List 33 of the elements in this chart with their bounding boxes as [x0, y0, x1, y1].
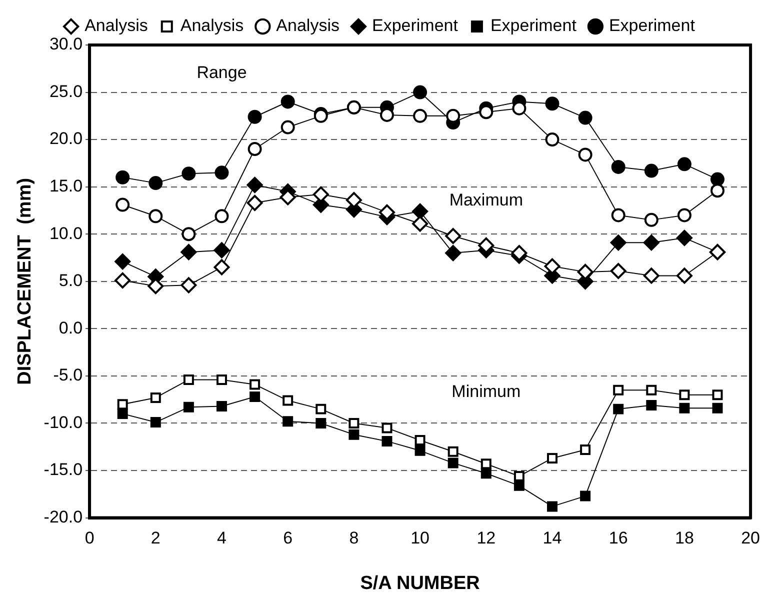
y-axis-title: DISPLACEMENT (mm): [14, 178, 36, 385]
y-tick-label: -20.0: [44, 507, 83, 526]
y-tick-label: 5.0: [58, 271, 83, 290]
annotation: Range: [196, 63, 247, 82]
y-tick-label: 30.0: [49, 34, 83, 54]
annotation: Minimum: [452, 382, 521, 402]
x-tick-label: 10: [410, 528, 430, 548]
y-tick-label: 20.0: [49, 129, 83, 148]
legend-label: Analysis: [84, 16, 148, 36]
x-tick-label: 16: [608, 528, 628, 548]
y-tick-label: -15.0: [44, 460, 83, 480]
legend-label: Experiment: [372, 16, 458, 36]
x-tick-label: 18: [674, 528, 694, 548]
legend-label: Analysis: [180, 16, 244, 36]
x-tick-label: 2: [150, 528, 160, 548]
x-tick-label: 20: [741, 528, 760, 548]
x-tick-label: 12: [476, 528, 496, 548]
y-tick-label: -10.0: [44, 412, 83, 432]
legend-label: Experiment: [490, 16, 577, 36]
x-tick-label: 8: [349, 528, 359, 548]
x-tick-label: 14: [542, 528, 562, 548]
legend-label: Experiment: [608, 16, 696, 36]
x-tick-label: 0: [84, 528, 94, 548]
legend-label: Analysis: [276, 16, 340, 36]
y-tick-label: 10.0: [49, 224, 83, 243]
y-tick-label: 25.0: [49, 82, 83, 101]
y-tick-label: 15.0: [49, 176, 83, 196]
y-tick-label: 0.0: [58, 318, 83, 338]
y-tick-label: -5.0: [53, 366, 83, 385]
x-axis-title: S/A NUMBER: [360, 572, 480, 594]
x-tick-label: 4: [217, 528, 226, 548]
x-tick-label: 6: [283, 528, 293, 548]
annotation: Maximum: [449, 190, 523, 210]
